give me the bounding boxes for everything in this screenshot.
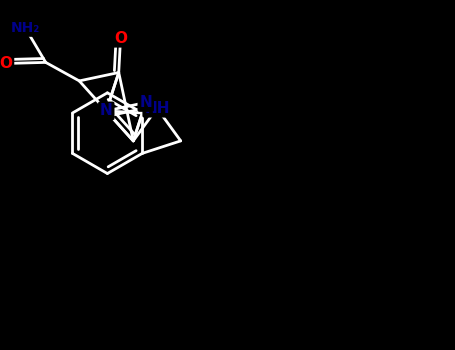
Text: N: N: [100, 103, 113, 118]
Text: O: O: [0, 56, 12, 71]
Text: N: N: [139, 95, 152, 110]
Text: NH: NH: [144, 101, 170, 116]
Text: NH₂: NH₂: [11, 21, 40, 35]
Text: O: O: [114, 31, 127, 46]
